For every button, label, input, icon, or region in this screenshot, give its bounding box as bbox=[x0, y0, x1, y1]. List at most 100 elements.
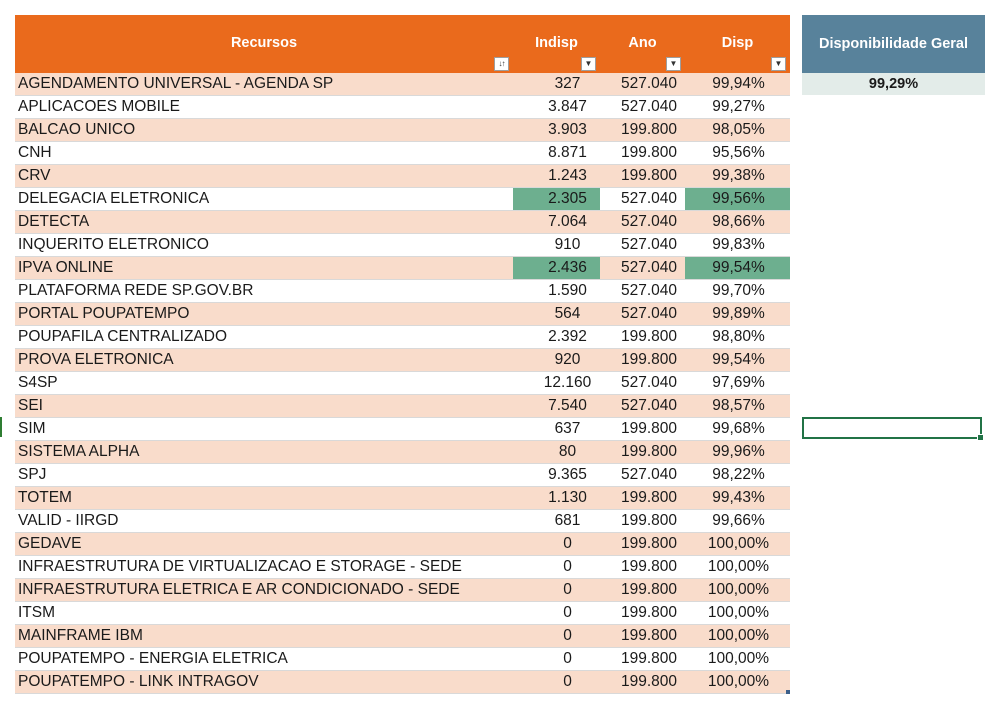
table-resize-handle[interactable] bbox=[786, 690, 790, 694]
table-row[interactable]: PLATAFORMA REDE SP.GOV.BR 1.590 527.040 99,… bbox=[15, 279, 790, 303]
cell-recursos[interactable]: INFRAESTRUTURA ELETRICA E AR CONDICIONAD… bbox=[15, 578, 513, 602]
cell-indisp[interactable]: 2.392 bbox=[513, 325, 600, 349]
cell-ano[interactable]: 199.800 bbox=[600, 670, 685, 694]
cell-ano[interactable]: 199.800 bbox=[600, 532, 685, 556]
cell-ano[interactable]: 527.040 bbox=[600, 210, 685, 234]
cell-disp[interactable]: 99,38% bbox=[685, 164, 790, 188]
cell-recursos[interactable]: IPVA ONLINE bbox=[15, 256, 513, 280]
cell-indisp[interactable]: 0 bbox=[513, 532, 600, 556]
sort-filter-icon[interactable]: ↓↑ bbox=[494, 57, 509, 71]
cell-disp[interactable]: 99,83% bbox=[685, 233, 790, 257]
table-row[interactable]: BALCAO UNICO 3.903 199.800 98,05% bbox=[15, 118, 790, 142]
cell-indisp[interactable]: 3.847 bbox=[513, 95, 600, 119]
cell-recursos[interactable]: CNH bbox=[15, 141, 513, 165]
table-row[interactable]: SPJ 9.365 527.040 98,22% bbox=[15, 463, 790, 487]
cell-recursos[interactable]: GEDAVE bbox=[15, 532, 513, 556]
table-row[interactable]: PORTAL POUPATEMPO 564 527.040 99,89% bbox=[15, 302, 790, 326]
table-row[interactable]: GEDAVE 0 199.800 100,00% bbox=[15, 532, 790, 556]
cell-recursos[interactable]: DELEGACIA ELETRONICA bbox=[15, 187, 513, 211]
cell-indisp[interactable]: 910 bbox=[513, 233, 600, 257]
cell-disp[interactable]: 99,27% bbox=[685, 95, 790, 119]
cell-disp[interactable]: 99,43% bbox=[685, 486, 790, 510]
cell-recursos[interactable]: SISTEMA ALPHA bbox=[15, 440, 513, 464]
cell-ano[interactable]: 199.800 bbox=[600, 164, 685, 188]
table-row[interactable]: VALID - IIRGD 681 199.800 99,66% bbox=[15, 509, 790, 533]
table-row[interactable]: CNH 8.871 199.800 95,56% bbox=[15, 141, 790, 165]
cell-indisp[interactable]: 0 bbox=[513, 578, 600, 602]
cell-recursos[interactable]: MAINFRAME IBM bbox=[15, 624, 513, 648]
cell-disp[interactable]: 100,00% bbox=[685, 624, 790, 648]
cell-ano[interactable]: 527.040 bbox=[600, 73, 685, 96]
cell-disp[interactable]: 99,66% bbox=[685, 509, 790, 533]
cell-recursos[interactable]: SPJ bbox=[15, 463, 513, 487]
cell-ano[interactable]: 199.800 bbox=[600, 118, 685, 142]
table-row[interactable]: SIM 637 199.800 99,68% bbox=[15, 417, 790, 441]
cell-indisp[interactable]: 9.365 bbox=[513, 463, 600, 487]
summary-title[interactable]: Disponibilidade Geral bbox=[802, 15, 985, 73]
cell-recursos[interactable]: POUPAFILA CENTRALIZADO bbox=[15, 325, 513, 349]
cell-recursos[interactable]: PLATAFORMA REDE SP.GOV.BR bbox=[15, 279, 513, 303]
cell-disp[interactable]: 100,00% bbox=[685, 532, 790, 556]
cell-ano[interactable]: 199.800 bbox=[600, 348, 685, 372]
cell-indisp[interactable]: 0 bbox=[513, 555, 600, 579]
table-row[interactable]: MAINFRAME IBM 0 199.800 100,00% bbox=[15, 624, 790, 648]
cell-ano[interactable]: 199.800 bbox=[600, 141, 685, 165]
cell-recursos[interactable]: TOTEM bbox=[15, 486, 513, 510]
table-row[interactable]: CRV 1.243 199.800 99,38% bbox=[15, 164, 790, 188]
cell-ano[interactable]: 527.040 bbox=[600, 256, 685, 280]
cell-disp[interactable]: 100,00% bbox=[685, 555, 790, 579]
cell-disp[interactable]: 99,89% bbox=[685, 302, 790, 326]
cell-ano[interactable]: 199.800 bbox=[600, 325, 685, 349]
cell-recursos[interactable]: INQUERITO ELETRONICO bbox=[15, 233, 513, 257]
cell-ano[interactable]: 199.800 bbox=[600, 624, 685, 648]
cell-ano[interactable]: 527.040 bbox=[600, 187, 685, 211]
cell-recursos[interactable]: CRV bbox=[15, 164, 513, 188]
cell-disp[interactable]: 99,70% bbox=[685, 279, 790, 303]
table-row[interactable]: DETECTA 7.064 527.040 98,66% bbox=[15, 210, 790, 234]
cell-indisp[interactable]: 7.540 bbox=[513, 394, 600, 418]
cell-indisp[interactable]: 3.903 bbox=[513, 118, 600, 142]
cell-ano[interactable]: 527.040 bbox=[600, 371, 685, 395]
cell-ano[interactable]: 527.040 bbox=[600, 302, 685, 326]
cell-disp[interactable]: 100,00% bbox=[685, 670, 790, 694]
cell-indisp[interactable]: 8.871 bbox=[513, 141, 600, 165]
table-row[interactable]: POUPATEMPO - ENERGIA ELETRICA 0 199.800 100… bbox=[15, 647, 790, 671]
cell-recursos[interactable]: DETECTA bbox=[15, 210, 513, 234]
cell-ano[interactable]: 527.040 bbox=[600, 279, 685, 303]
cell-recursos[interactable]: SIM bbox=[15, 417, 513, 441]
dropdown-arrow-icon[interactable]: ▼ bbox=[666, 57, 681, 71]
cell-indisp[interactable]: 1.243 bbox=[513, 164, 600, 188]
cell-disp[interactable]: 99,96% bbox=[685, 440, 790, 464]
cell-recursos[interactable]: INFRAESTRUTURA DE VIRTUALIZACAO E STORAG… bbox=[15, 555, 513, 579]
fill-handle[interactable] bbox=[977, 434, 984, 441]
cell-indisp[interactable]: 1.130 bbox=[513, 486, 600, 510]
table-row[interactable]: DELEGACIA ELETRONICA 2.305 527.040 99,56% bbox=[15, 187, 790, 211]
cell-ano[interactable]: 199.800 bbox=[600, 647, 685, 671]
table-row[interactable]: IPVA ONLINE 2.436 527.040 99,54% bbox=[15, 256, 790, 280]
cell-indisp[interactable]: 80 bbox=[513, 440, 600, 464]
cell-ano[interactable]: 527.040 bbox=[600, 394, 685, 418]
table-row[interactable]: PROVA ELETRONICA 920 199.800 99,54% bbox=[15, 348, 790, 372]
cell-indisp[interactable]: 0 bbox=[513, 601, 600, 625]
cell-indisp[interactable]: 0 bbox=[513, 670, 600, 694]
cell-disp[interactable]: 100,00% bbox=[685, 647, 790, 671]
table-row[interactable]: INFRAESTRUTURA DE VIRTUALIZACAO E STORAG… bbox=[15, 555, 790, 579]
cell-disp[interactable]: 95,56% bbox=[685, 141, 790, 165]
table-row[interactable]: SISTEMA ALPHA 80 199.800 99,96% bbox=[15, 440, 790, 464]
cell-disp[interactable]: 98,66% bbox=[685, 210, 790, 234]
cell-disp[interactable]: 100,00% bbox=[685, 578, 790, 602]
cell-ano[interactable]: 199.800 bbox=[600, 578, 685, 602]
cell-disp[interactable]: 98,22% bbox=[685, 463, 790, 487]
cell-indisp[interactable]: 2.436 bbox=[513, 256, 600, 280]
cell-ano[interactable]: 199.800 bbox=[600, 440, 685, 464]
cell-disp[interactable]: 98,57% bbox=[685, 394, 790, 418]
cell-indisp[interactable]: 1.590 bbox=[513, 279, 600, 303]
cell-disp[interactable]: 99,54% bbox=[685, 348, 790, 372]
cell-indisp[interactable]: 2.305 bbox=[513, 187, 600, 211]
cell-disp[interactable]: 99,56% bbox=[685, 187, 790, 211]
cell-recursos[interactable]: PORTAL POUPATEMPO bbox=[15, 302, 513, 326]
cell-recursos[interactable]: POUPATEMPO - LINK INTRAGOV bbox=[15, 670, 513, 694]
cell-recursos[interactable]: BALCAO UNICO bbox=[15, 118, 513, 142]
table-row[interactable]: POUPATEMPO - LINK INTRAGOV 0 199.800 100,00… bbox=[15, 670, 790, 694]
cell-ano[interactable]: 199.800 bbox=[600, 486, 685, 510]
